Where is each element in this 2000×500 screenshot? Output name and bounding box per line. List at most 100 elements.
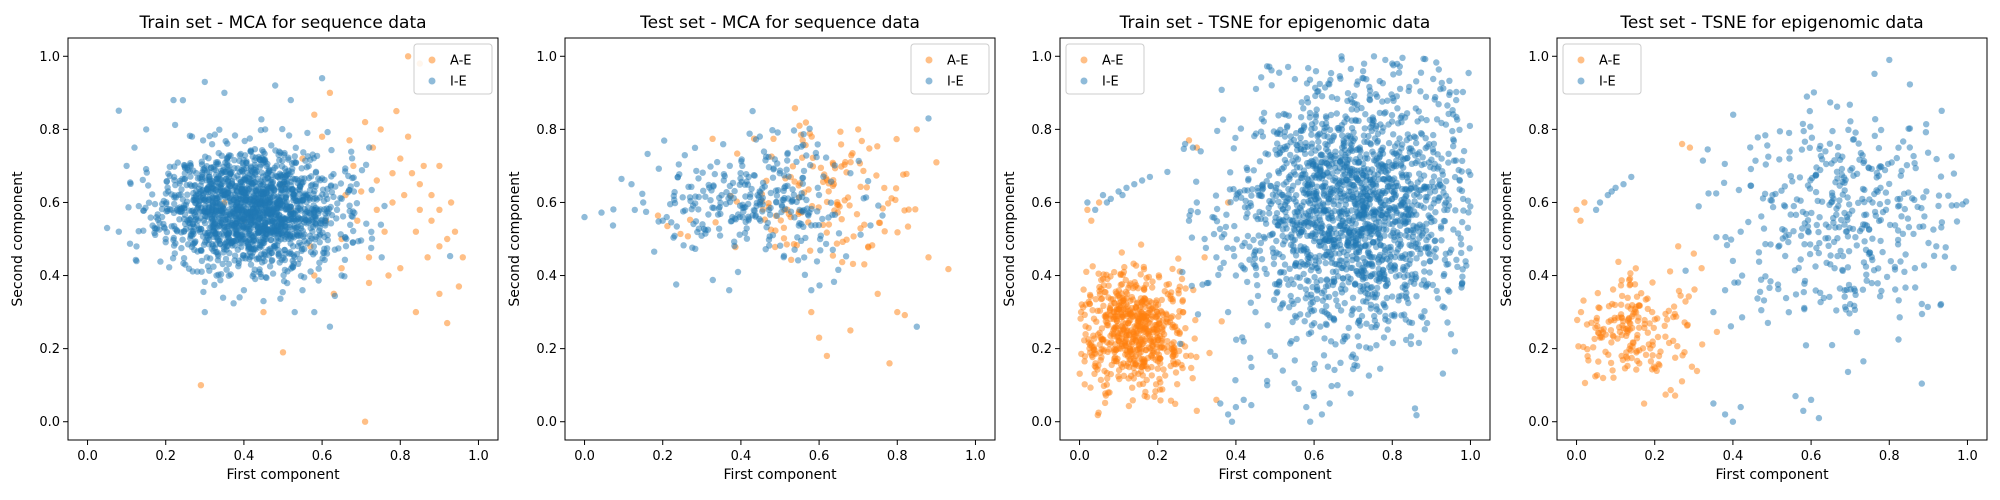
scatter-point: [1409, 233, 1417, 240]
scatter-point: [644, 150, 651, 158]
scatter-point: [197, 225, 205, 232]
scatter-point: [1141, 359, 1148, 366]
scatter-point: [1241, 266, 1249, 273]
scatter-point: [1450, 143, 1457, 150]
scatter-point: [313, 152, 321, 160]
scatter-point: [252, 210, 259, 217]
scatter-point: [135, 228, 142, 235]
scatter-point: [1380, 226, 1387, 233]
scatter-point: [1441, 270, 1448, 278]
scatter-point: [680, 208, 687, 215]
scatter-point: [416, 181, 423, 188]
scatter-point: [823, 229, 830, 236]
scatter-point: [1324, 148, 1332, 155]
scatter-point: [358, 167, 366, 174]
scatter-point: [772, 187, 780, 194]
scatter-point: [385, 272, 392, 279]
scatter-point: [1406, 260, 1413, 268]
plot-frame: [67, 37, 499, 441]
scatter-point: [1118, 298, 1125, 305]
scatter-point: [1594, 289, 1602, 297]
scatter-point: [283, 223, 290, 231]
scatter-point: [1265, 172, 1273, 179]
scatter-point: [1174, 359, 1182, 366]
scatter-point: [397, 265, 404, 272]
scatter-point: [1169, 321, 1176, 328]
scatter-point: [258, 182, 265, 189]
scatter-point: [1393, 157, 1400, 164]
scatter-point: [1188, 282, 1196, 290]
scatter-point: [1408, 319, 1416, 327]
scatter-point: [1356, 282, 1364, 290]
scatter-point: [1323, 303, 1330, 310]
scatter-point: [1216, 225, 1224, 233]
scatter-point: [1440, 217, 1448, 225]
scatter-point: [1354, 101, 1361, 108]
scatter-point: [780, 187, 787, 194]
scatter-point: [743, 235, 751, 242]
scatter-point: [1366, 260, 1373, 267]
scatter-point: [326, 205, 333, 213]
scatter-point: [337, 231, 344, 238]
scatter-point: [1383, 163, 1390, 170]
scatter-point: [366, 144, 373, 151]
scatter-point: [709, 135, 716, 142]
scatter-point: [1442, 192, 1450, 199]
scatter-point: [1580, 297, 1587, 304]
scatter-point: [1395, 69, 1403, 76]
scatter-point: [200, 288, 207, 296]
legend: A-EI-E: [1065, 43, 1145, 95]
scatter-point: [1389, 60, 1396, 67]
scatter-point: [1432, 245, 1440, 252]
scatter-point: [1581, 379, 1589, 387]
scatter-point: [197, 382, 205, 389]
scatter-point: [1617, 282, 1625, 289]
scatter-point: [1251, 132, 1258, 140]
scatter-point: [1333, 261, 1341, 268]
scatter-point: [1256, 158, 1264, 165]
scatter-point: [1209, 213, 1216, 221]
scatter-point: [271, 242, 278, 250]
scatter-point: [1453, 256, 1460, 263]
scatter-point: [1120, 372, 1128, 379]
scatter-point: [1311, 172, 1318, 179]
scatter-point: [313, 196, 320, 203]
scatter-point: [169, 255, 177, 262]
scatter-point: [1270, 128, 1278, 135]
scatter-point: [149, 222, 156, 229]
scatter-point: [204, 229, 211, 237]
scatter-point: [813, 258, 821, 265]
scatter-point: [1430, 173, 1438, 180]
scatter-point: [1078, 301, 1085, 308]
y-tick-label: 0.2: [1031, 342, 1052, 357]
scatter-point: [748, 185, 755, 193]
scatter-point: [1385, 139, 1393, 147]
scatter-point: [1456, 177, 1464, 184]
scatter-point: [1247, 199, 1254, 207]
scatter-point: [1193, 199, 1201, 206]
scatter-point: [198, 196, 205, 203]
scatter-point: [1112, 323, 1119, 330]
scatter-point: [210, 233, 217, 240]
scatter-point: [1322, 179, 1329, 186]
scatter-point: [310, 243, 318, 250]
scatter-point: [203, 254, 211, 261]
scatter-point: [1337, 307, 1345, 314]
scatter-point: [1275, 112, 1282, 119]
scatter-point: [368, 228, 375, 235]
scatter-point: [299, 287, 306, 294]
scatter-point: [1312, 118, 1319, 126]
scatter-point: [1230, 145, 1238, 152]
scatter-point: [1432, 209, 1439, 216]
scatter-point: [1433, 116, 1441, 123]
scatter-point: [1418, 281, 1426, 288]
scatter-point: [1153, 329, 1160, 337]
scatter-point: [1119, 363, 1126, 371]
scatter-point: [278, 201, 286, 208]
scatter-point: [1186, 212, 1193, 219]
scatter-point: [695, 193, 702, 201]
scatter-point: [1352, 220, 1359, 227]
scatter-point: [201, 219, 209, 227]
scatter-point: [1325, 293, 1333, 301]
scatter-point: [670, 192, 677, 200]
